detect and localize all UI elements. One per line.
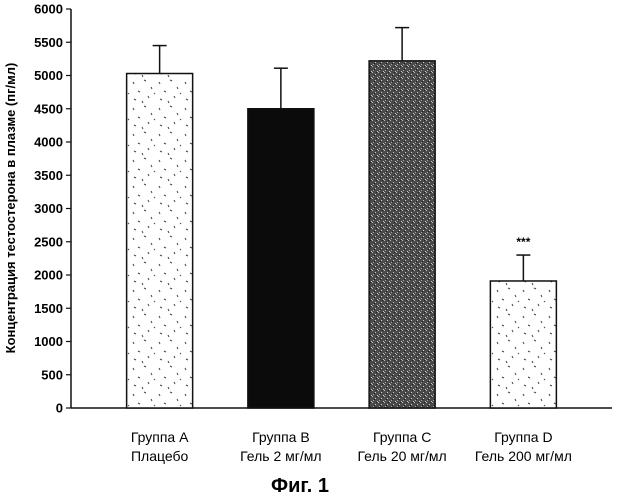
y-tick-label: 500 bbox=[41, 367, 63, 382]
bars: *** bbox=[127, 28, 557, 408]
x-axis: Группа A Плацебо Группа B Гель 2 мг/мл Групп… bbox=[71, 408, 612, 464]
y-tick-label: 0 bbox=[56, 401, 63, 416]
x-tick-label-group: Группа B bbox=[252, 429, 310, 445]
x-tick-label-group: Группа A bbox=[131, 429, 189, 445]
y-tick-label: 1500 bbox=[34, 301, 63, 316]
bar bbox=[490, 281, 556, 408]
x-tick-label-group: Группа D bbox=[494, 429, 552, 445]
y-tick-label: 2000 bbox=[34, 268, 63, 283]
y-tick-label: 5500 bbox=[34, 35, 63, 50]
bar bbox=[127, 74, 193, 408]
bar bbox=[248, 109, 314, 408]
x-tick-label-treatment: Гель 200 мг/мл bbox=[475, 448, 572, 464]
y-axis: 0 500 1000 1500 2000 2500 3000 3500 4000 4500 5000… bbox=[34, 2, 71, 416]
y-tick-label: 4000 bbox=[34, 135, 63, 150]
x-tick-label-treatment: Плацебо bbox=[131, 448, 189, 464]
significance-marker: *** bbox=[516, 235, 530, 249]
figure-caption: Фиг. 1 bbox=[271, 475, 329, 497]
y-tick-label: 2500 bbox=[34, 234, 63, 249]
y-tick-label: 3000 bbox=[34, 201, 63, 216]
bar bbox=[369, 61, 435, 408]
y-tick-label: 4500 bbox=[34, 101, 63, 116]
y-axis-title: Концентрация тестостерона в плазме (пг/м… bbox=[3, 63, 18, 354]
y-tick-label: 6000 bbox=[34, 2, 63, 17]
y-tick-label: 1000 bbox=[34, 334, 63, 349]
x-tick-label-treatment: Гель 20 мг/мл bbox=[358, 448, 447, 464]
x-tick-label-group: Группа C bbox=[373, 429, 431, 445]
x-tick-label-treatment: Гель 2 мг/мл bbox=[240, 448, 321, 464]
y-tick-label: 5000 bbox=[34, 68, 63, 83]
y-tick-label: 3500 bbox=[34, 168, 63, 183]
